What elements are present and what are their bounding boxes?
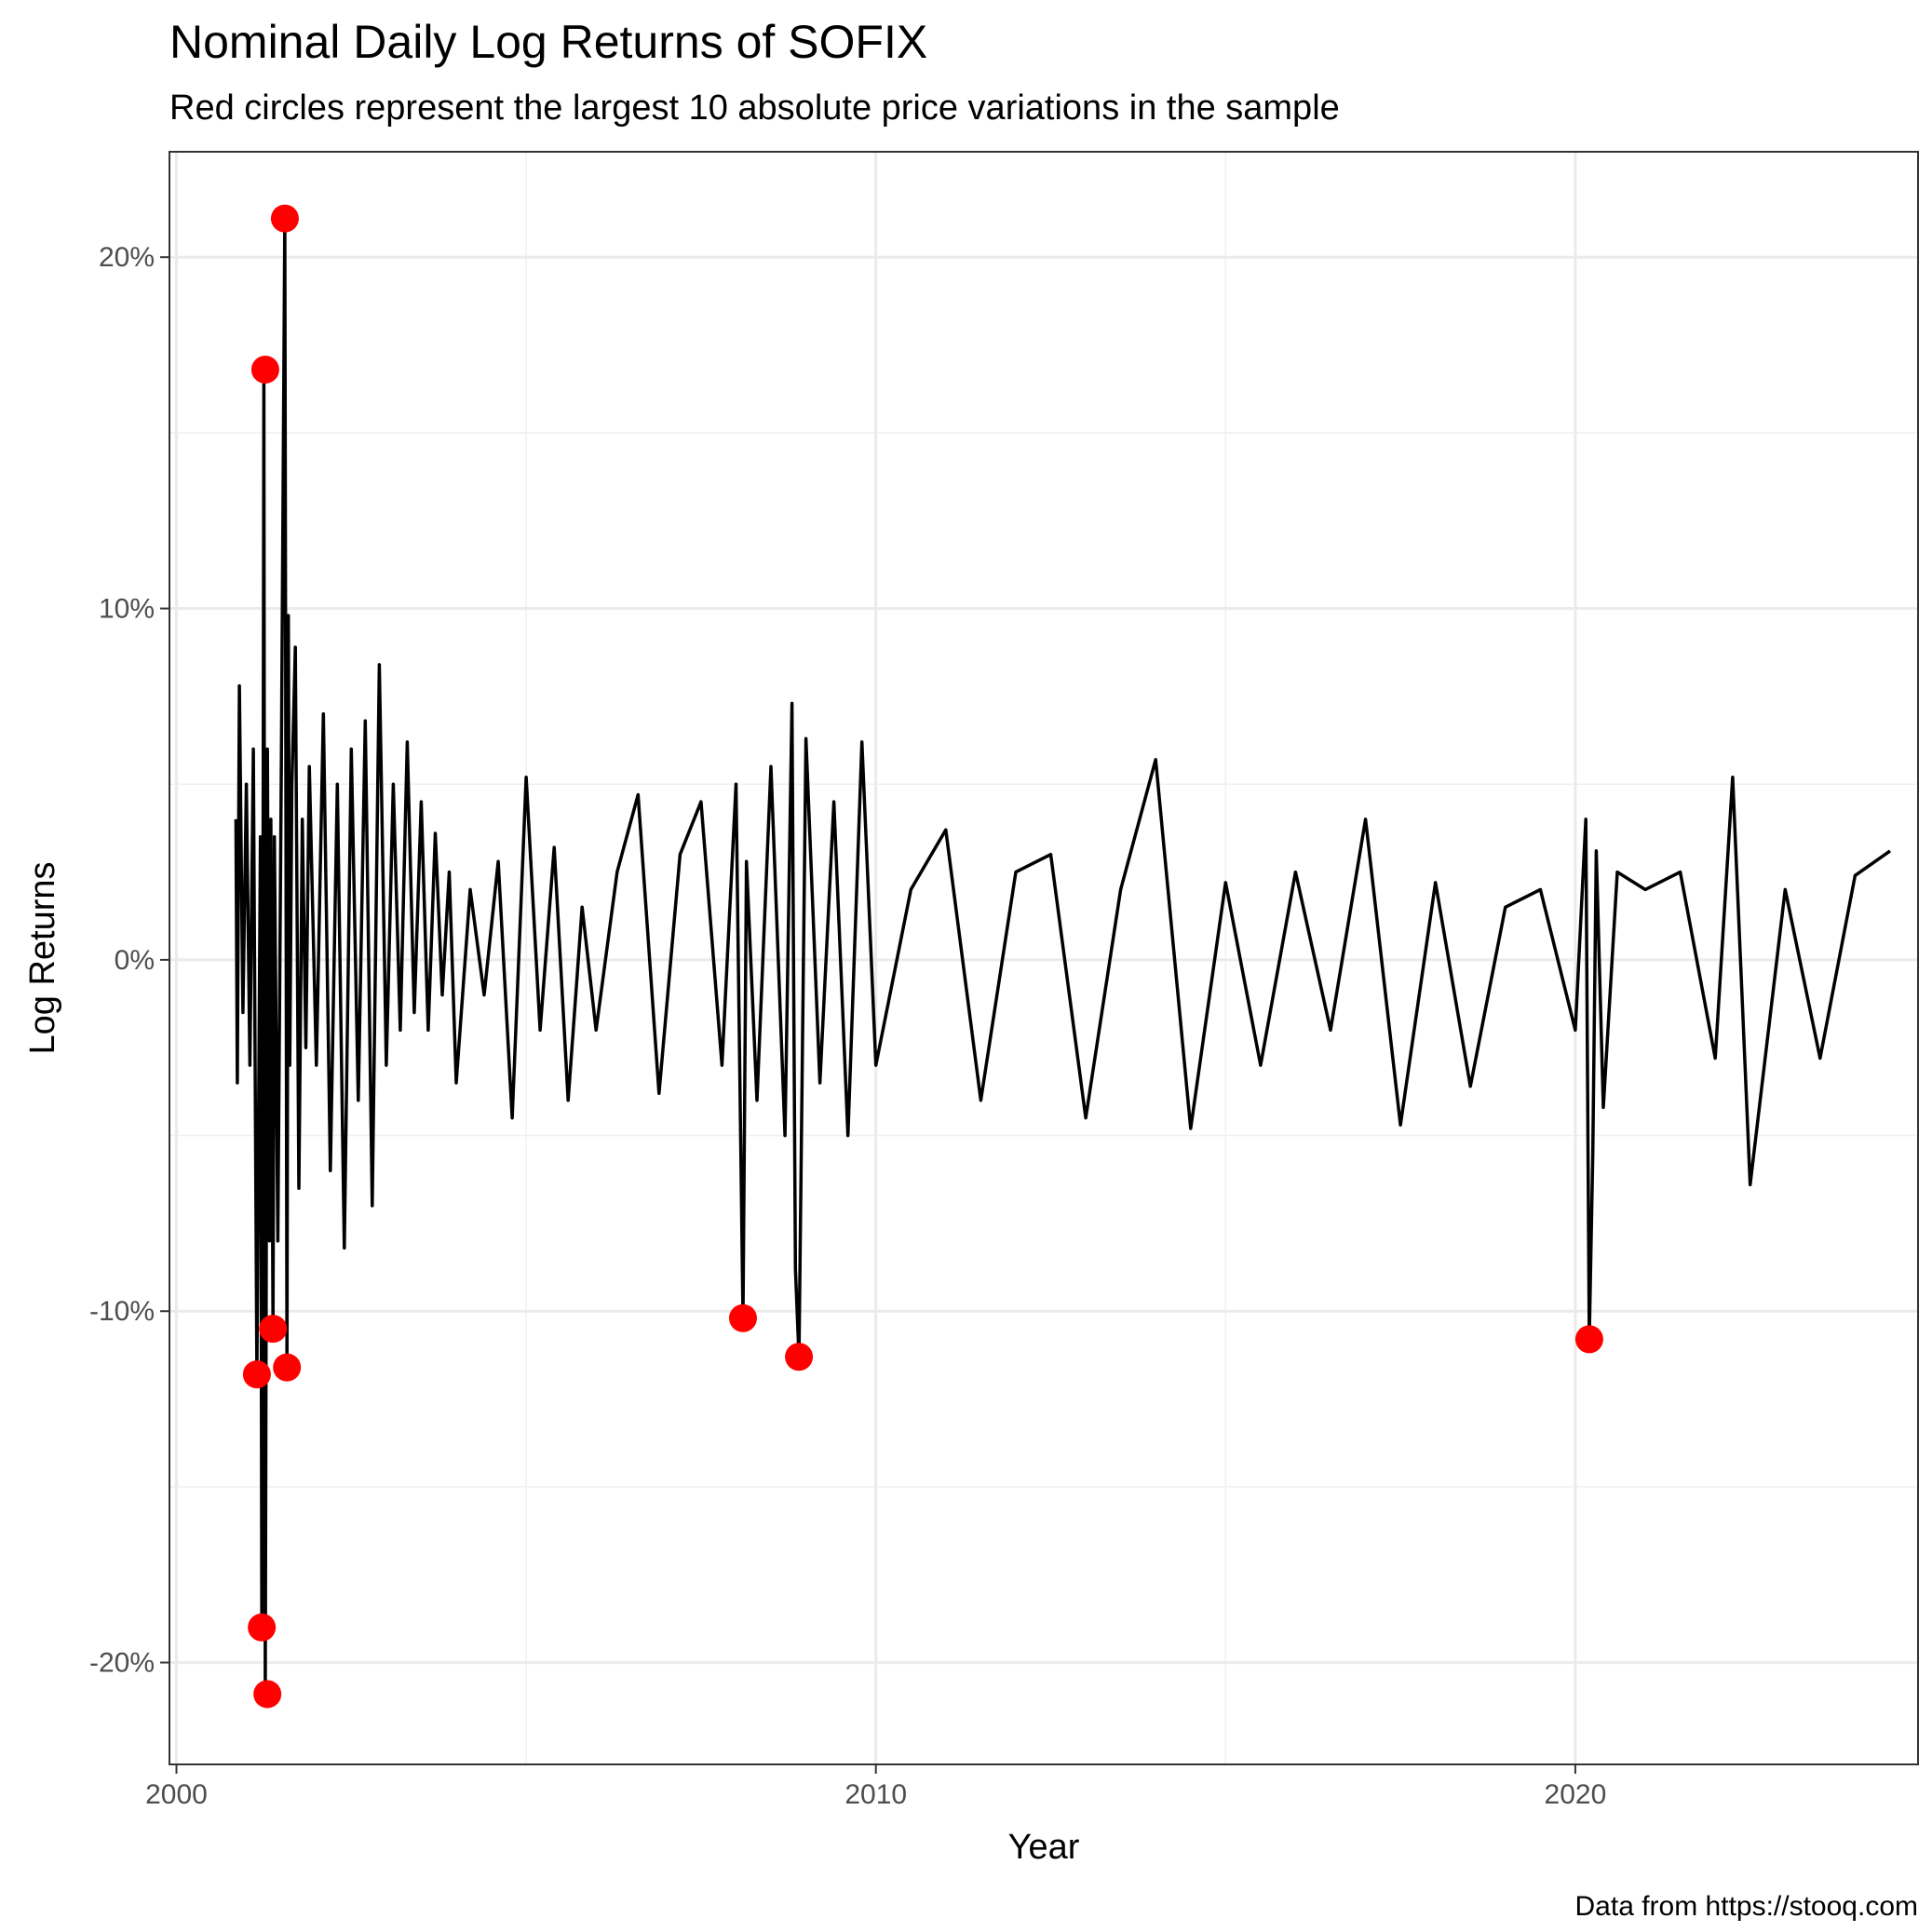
extreme-return-point [248,1613,277,1642]
series-line-returns [234,216,1892,1696]
extreme-return-point [728,1304,757,1332]
x-tick-label: 2010 [844,1779,907,1810]
series-layer [234,216,1892,1696]
extreme-return-point [273,1353,302,1382]
chart-subtitle: Red circles represent the largest 10 abs… [169,88,1340,128]
grid-lines [169,152,1918,1764]
y-tick-label: 20% [99,242,155,273]
highlight-points [242,204,1603,1709]
caption: Data from https://stooq.com [1575,1891,1918,1922]
panel-border [169,151,1919,1765]
extreme-return-point [259,1315,288,1344]
chart-title: Nominal Daily Log Returns of SOFIX [169,16,927,68]
x-axis-title: Year [1008,1828,1080,1867]
y-tick-label: -10% [89,1296,155,1327]
y-axis-title: Log Returns [23,861,62,1054]
x-tick-label: 2020 [1545,1779,1607,1810]
extreme-return-point [785,1343,814,1371]
extreme-return-point [253,1680,282,1709]
plot-panel [169,152,1918,1764]
y-tick-label: 0% [115,945,155,976]
extreme-return-point [250,355,279,384]
y-axis: -20% -10% 0% 10% 20% [89,242,169,1679]
y-tick-label: -20% [89,1648,155,1679]
x-axis: 2000 2010 2020 [145,1764,1606,1810]
extreme-return-point [1574,1325,1603,1354]
extreme-return-point [270,204,299,233]
extreme-return-point [242,1360,271,1389]
x-tick-label: 2000 [145,1779,208,1810]
y-tick-label: 10% [99,594,155,625]
